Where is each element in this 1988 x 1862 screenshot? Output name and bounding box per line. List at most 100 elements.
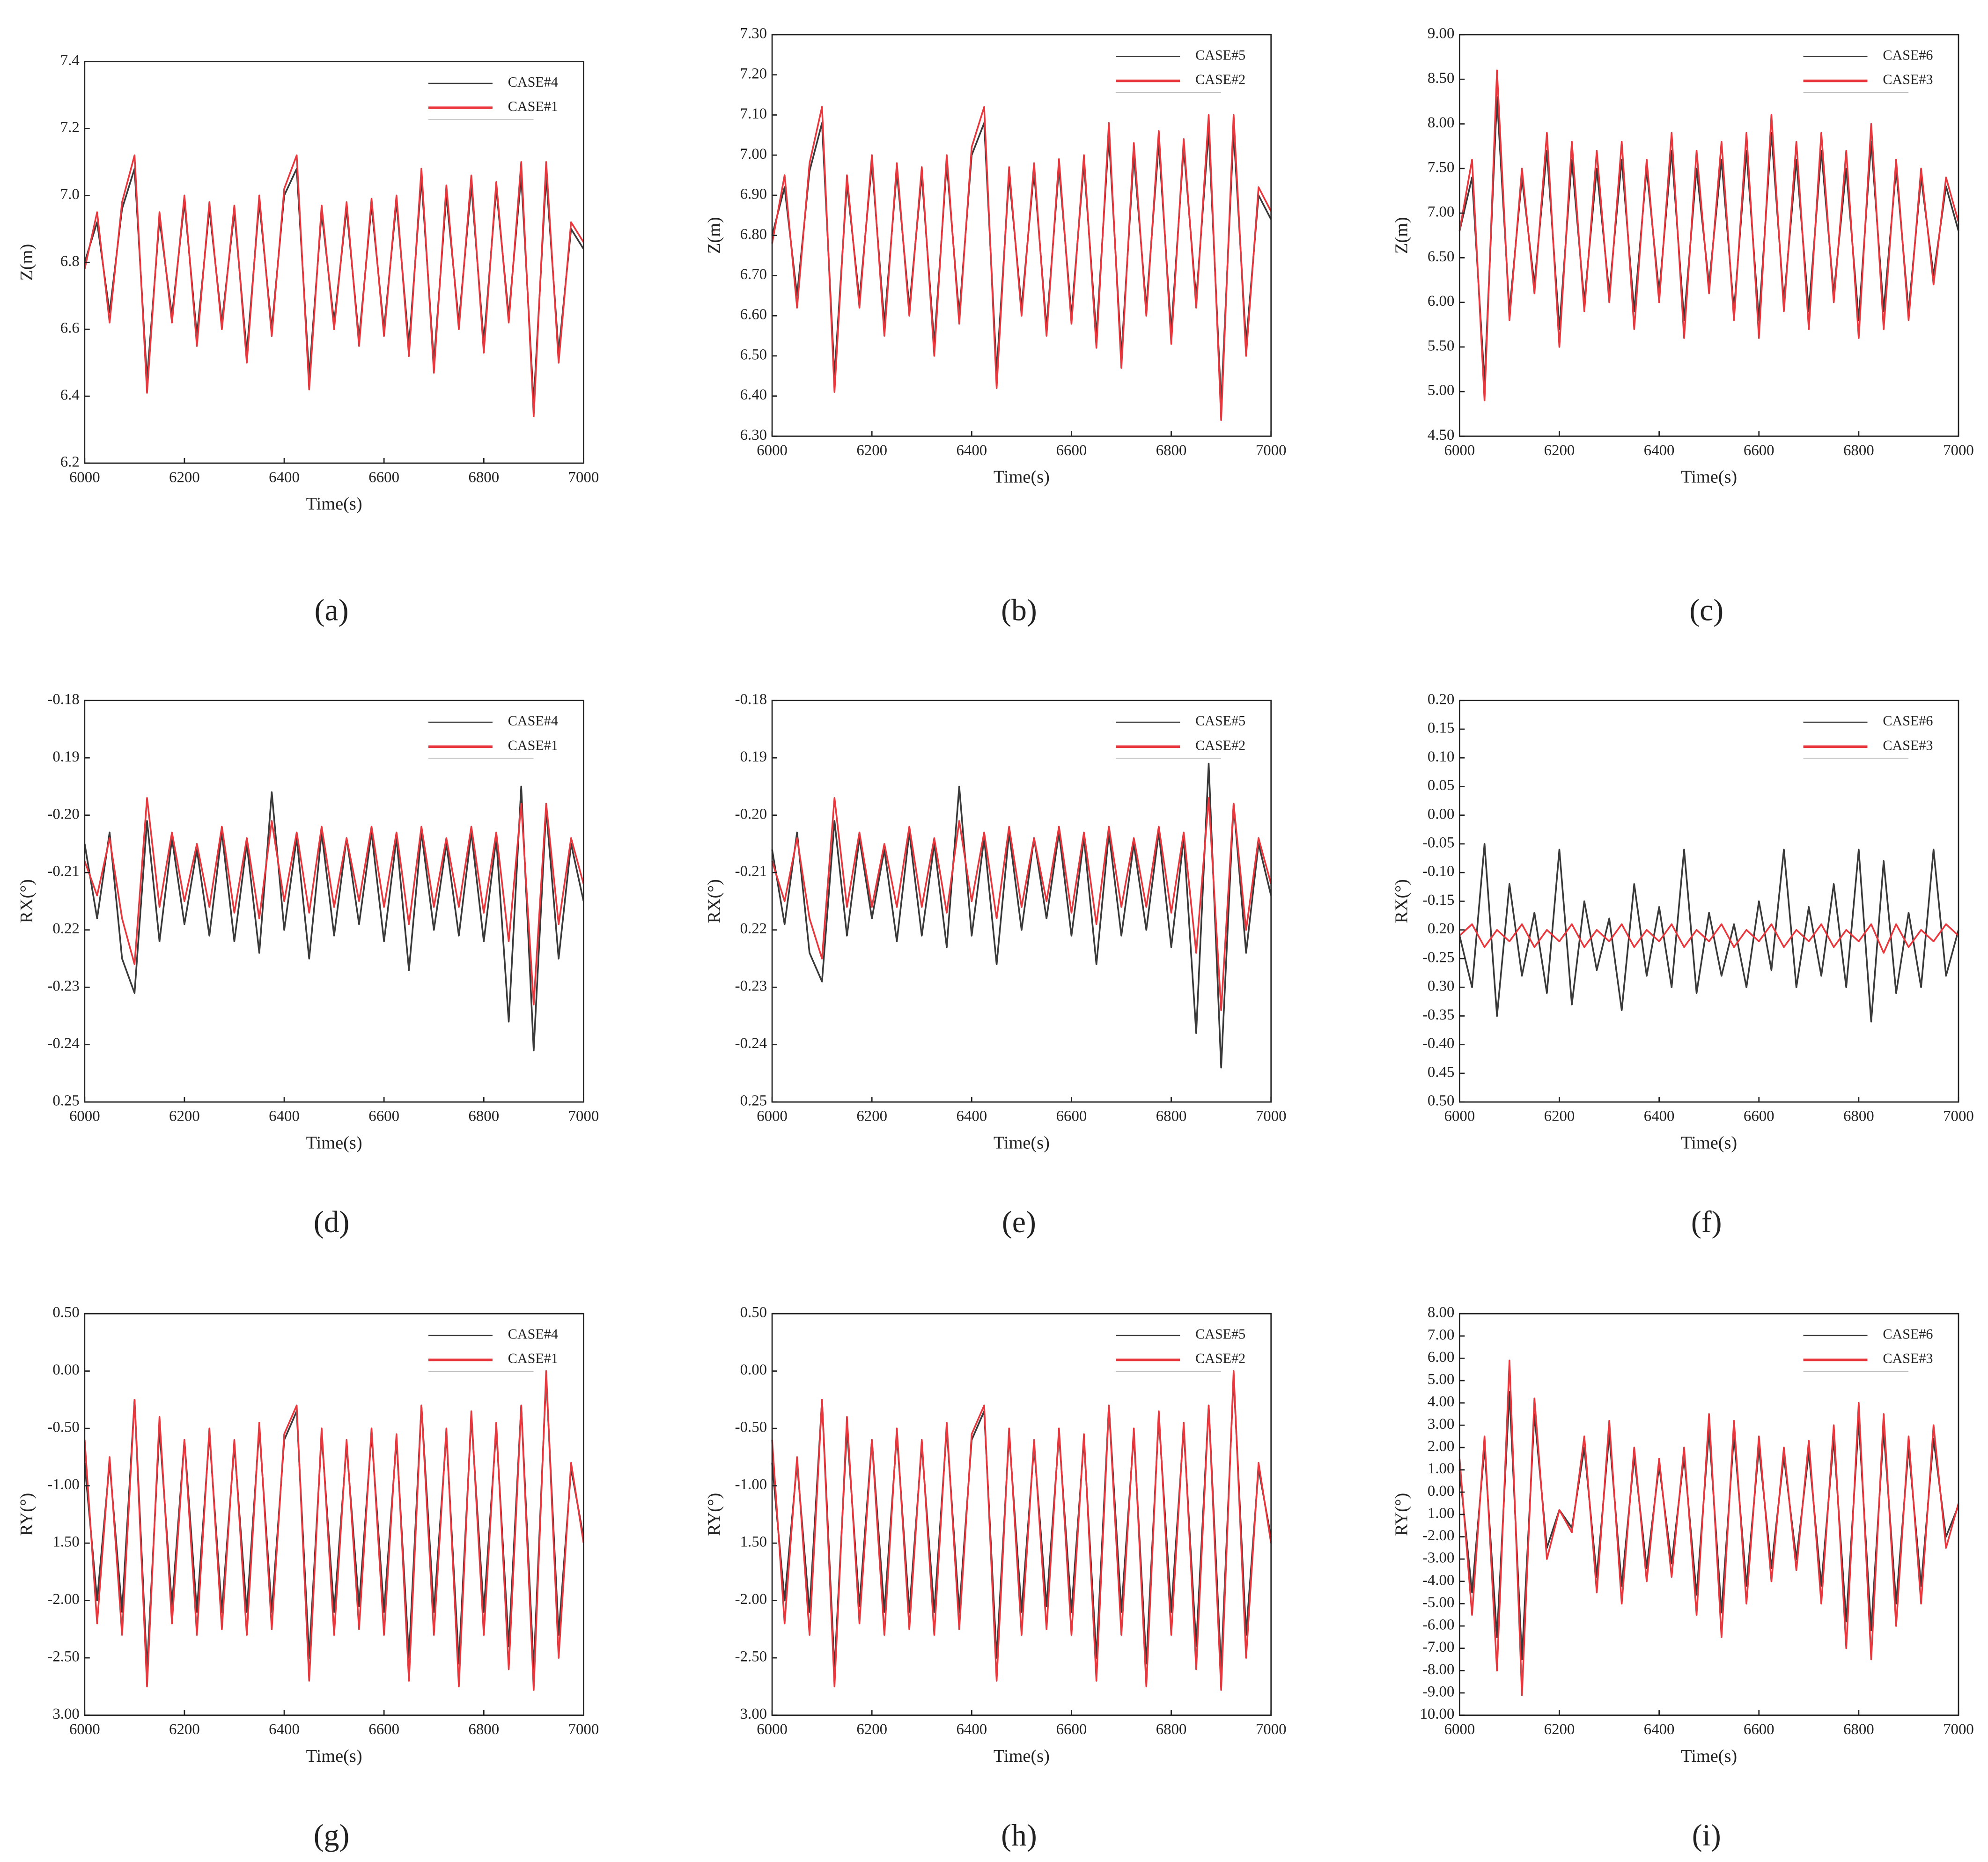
x-tick-label: 6400	[956, 442, 987, 459]
plot-frame	[771, 700, 1272, 1103]
y-tick-label: -1.00	[735, 1476, 767, 1493]
y-tick-label: -0.21	[47, 863, 79, 880]
y-tick-label: -0.21	[735, 863, 767, 880]
x-tick-label: 6600	[1056, 1721, 1087, 1738]
y-axis-label: RY(°)	[17, 1493, 37, 1536]
caption: (c)	[1689, 593, 1723, 628]
plot-frame	[1459, 700, 1959, 1103]
x-tick-label: 7000	[568, 1108, 599, 1125]
x-tick-label: 6400	[956, 1108, 987, 1125]
x-axis-label: Time(s)	[994, 467, 1050, 487]
y-tick-label: 0.30	[1428, 978, 1455, 995]
y-tick-label: 7.10	[740, 105, 767, 122]
y-tick-label: 6.6	[60, 320, 80, 337]
x-tick-label: 6800	[468, 1108, 499, 1125]
y-tick-label: 6.90	[740, 186, 767, 203]
x-tick-label: 6000	[757, 1721, 788, 1738]
y-tick-label: -1.00	[47, 1476, 79, 1493]
y-tick-label: -0.20	[735, 805, 767, 822]
data-line	[771, 122, 1272, 405]
y-tick-label: -0.25	[1422, 949, 1454, 966]
y-tick-label: 6.00	[1428, 293, 1455, 310]
y-tick-label: 4.00	[1428, 1393, 1455, 1410]
x-tick-label: 7000	[568, 469, 599, 486]
legend-label: CASE#2	[1195, 737, 1245, 753]
y-tick-label: -0.18	[735, 691, 767, 708]
y-tick-label: -0.20	[47, 805, 79, 822]
x-tick-label: 6600	[368, 1108, 399, 1125]
y-tick-label: -6.00	[1422, 1617, 1454, 1633]
y-tick-label: 0.05	[1428, 777, 1455, 794]
x-tick-label: 7000	[1943, 442, 1974, 459]
legend-label: CASE#3	[1883, 737, 1933, 753]
y-tick-label: 6.70	[740, 266, 767, 283]
y-tick-label: 0.25	[740, 1093, 767, 1109]
legend-label: CASE#5	[1195, 713, 1245, 729]
x-tick-label: 6000	[1444, 1108, 1475, 1125]
data-line	[84, 154, 584, 417]
caption: (g)	[314, 1818, 350, 1853]
legend-label: CASE#4	[508, 713, 558, 729]
y-tick-label: -0.15	[1422, 892, 1454, 909]
y-tick-label: 0.50	[1428, 1093, 1455, 1109]
y-tick-label: 8.00	[1428, 1304, 1455, 1321]
y-tick-label: 3.00	[52, 1706, 80, 1722]
x-tick-label: 6800	[1843, 442, 1874, 459]
x-tick-label: 7000	[1943, 1108, 1974, 1125]
caption: (i)	[1692, 1818, 1721, 1853]
y-tick-label: 0.50	[740, 1304, 767, 1321]
x-tick-label: 6400	[1644, 1721, 1675, 1738]
y-tick-label: -0.10	[1422, 863, 1454, 880]
y-tick-label: 1.00	[1428, 1505, 1455, 1522]
y-tick-label: 6.50	[740, 346, 767, 363]
y-axis-label: RX(°)	[1392, 879, 1412, 923]
y-tick-label: -7.00	[1422, 1639, 1454, 1655]
x-tick-label: 6800	[468, 1721, 499, 1738]
x-axis-label: Time(s)	[1681, 467, 1737, 487]
legend-label: CASE#3	[1883, 1351, 1933, 1367]
plot-frame	[771, 1313, 1272, 1716]
y-axis-label: Z(m)	[17, 244, 37, 281]
y-tick-label: 3.00	[1428, 1416, 1455, 1433]
x-tick-label: 6800	[1843, 1721, 1874, 1738]
y-axis-label: RY(°)	[704, 1493, 724, 1536]
plot-frame	[1459, 1313, 1959, 1716]
legend-label: CASE#4	[508, 1326, 558, 1342]
y-axis-label: RX(°)	[17, 879, 37, 923]
plot-frame	[1459, 34, 1959, 437]
x-tick-label: 6000	[757, 1108, 788, 1125]
x-tick-label: 6000	[1444, 442, 1475, 459]
y-tick-label: 5.00	[1428, 1371, 1455, 1388]
x-tick-label: 6600	[1744, 1721, 1774, 1738]
legend-label: CASE#3	[1883, 72, 1933, 88]
y-tick-label: -0.23	[735, 978, 767, 995]
y-tick-label: -3.00	[1422, 1550, 1454, 1566]
y-tick-label: 6.40	[740, 386, 767, 403]
x-tick-label: 6200	[1544, 1108, 1575, 1125]
y-tick-label: 7.20	[740, 65, 767, 82]
x-tick-label: 6800	[1156, 1721, 1187, 1738]
x-tick-label: 6000	[757, 442, 788, 459]
caption: (e)	[1002, 1205, 1036, 1239]
data-line	[1459, 923, 1959, 954]
x-tick-label: 6400	[1644, 1108, 1675, 1125]
x-axis-label: Time(s)	[306, 494, 362, 514]
y-tick-label: 7.50	[1428, 159, 1455, 176]
y-axis-label: RY(°)	[1392, 1493, 1412, 1536]
y-tick-label: -8.00	[1422, 1661, 1454, 1678]
x-tick-label: 6800	[1156, 442, 1187, 459]
x-tick-label: 6400	[269, 469, 300, 486]
y-tick-label: -2.00	[47, 1591, 79, 1608]
y-tick-label: 0.00	[1428, 1483, 1455, 1500]
y-tick-label: 0.19	[740, 748, 767, 765]
y-tick-label: 7.0	[60, 186, 80, 203]
x-tick-label: 6200	[169, 469, 200, 486]
y-tick-label: 0.19	[52, 748, 80, 765]
y-tick-label: 5.50	[1428, 337, 1455, 354]
y-tick-label: 4.50	[1428, 427, 1455, 443]
y-tick-label: 0.22	[52, 920, 80, 937]
y-tick-label: 8.00	[1428, 114, 1455, 131]
caption: (a)	[315, 593, 349, 628]
